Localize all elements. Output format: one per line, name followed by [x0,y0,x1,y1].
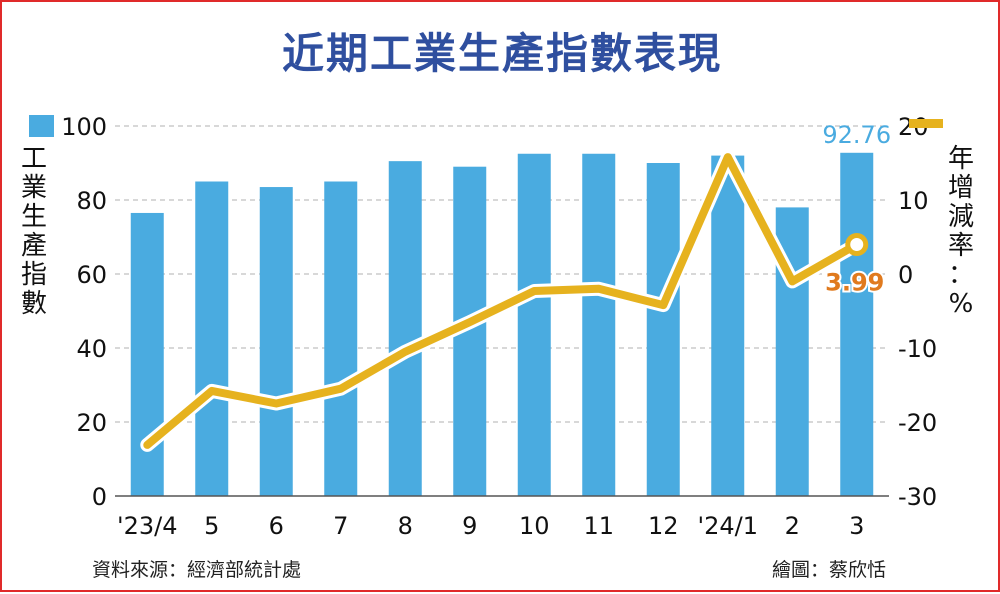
x-tick-label: 11 [583,512,614,540]
line-end-marker [845,232,869,256]
chart-title: 近期工業生產指數表現 [281,29,722,78]
bar [840,152,874,496]
x-tick-label: '24/1 [698,512,759,540]
bar [388,161,422,496]
y2-tick-label: 0 [898,261,913,289]
y-tick-label: 20 [76,409,107,437]
source-note: 資料來源：經濟部統計處 [92,559,302,581]
bar [711,155,745,496]
x-tick-label: 8 [398,512,413,540]
y2-axis-title-char: 增 [948,173,974,203]
x-tick-label: 9 [462,512,477,540]
bar [195,181,229,496]
x-tick-label: 6 [269,512,284,540]
y-axis-title-char: 數 [21,289,47,319]
y-axis-title-char: 產 [21,231,47,261]
y-axis-title-char: 業 [21,173,47,203]
x-tick-label: 12 [648,512,679,540]
credit-note: 繪圖：蔡欣恬 [772,559,887,581]
bar [324,181,358,496]
series-line [143,153,861,449]
x-tick-label: 5 [204,512,219,540]
bar-value-label: 92.76 [822,121,891,149]
y-axis-title-char: 指 [21,260,47,290]
x-tick-label: 7 [333,512,348,540]
y-axis-title-char: 生 [21,202,47,232]
y-tick-label: 40 [76,335,107,363]
y-tick-label: 100 [61,113,107,141]
y2-axis-title-char: 率 [948,231,974,261]
y-tick-label: 60 [76,261,107,289]
bar [130,212,164,496]
y2-tick-label: -20 [898,409,937,437]
bar [582,153,616,496]
y-tick-label: 0 [92,483,107,511]
y2-tick-label: -30 [898,483,937,511]
bar [259,187,293,497]
y2-tick-label: -10 [898,335,937,363]
y2-axis-title-char: 年 [948,144,974,174]
y2-axis-title-char: % [949,289,974,319]
x-tick-label: 10 [519,512,550,540]
y-tick-label: 80 [76,187,107,215]
y2-axis-title-char: 減 [948,202,974,232]
y-axis-title-char: 工 [21,144,47,174]
x-tick-label: 3 [849,512,864,540]
y2-tick-label: 10 [898,187,929,215]
bar [517,153,551,496]
x-tick-label: 2 [785,512,800,540]
x-tick-label: '23/4 [117,512,178,540]
legend-line-swatch [909,119,943,128]
bar [646,163,680,496]
y2-axis-title-char: ： [948,260,974,290]
line-value-label: 3.99 [825,268,884,296]
legend-bar-swatch [29,115,54,137]
